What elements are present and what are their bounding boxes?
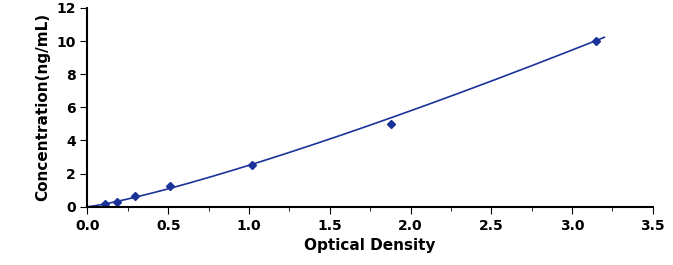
Y-axis label: Concentration(ng/mL): Concentration(ng/mL) bbox=[36, 13, 50, 201]
X-axis label: Optical Density: Optical Density bbox=[304, 238, 436, 253]
